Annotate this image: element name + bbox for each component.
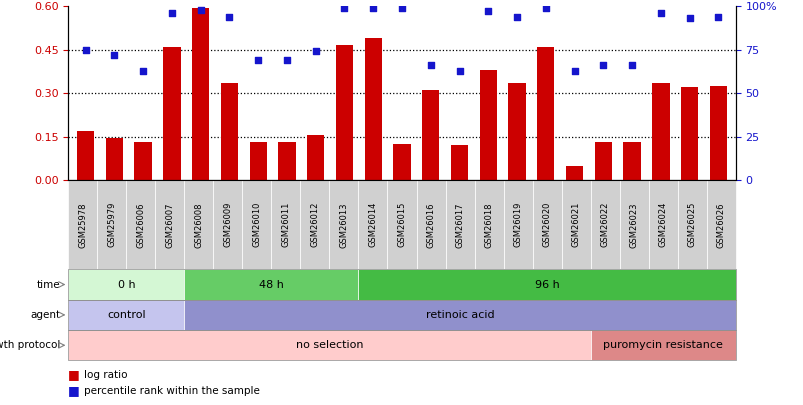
Point <box>280 57 293 63</box>
Point <box>222 13 235 20</box>
Text: GSM26020: GSM26020 <box>542 202 551 247</box>
Text: GSM26014: GSM26014 <box>368 202 377 247</box>
Bar <box>680 87 697 180</box>
Text: GSM26013: GSM26013 <box>339 202 348 247</box>
Text: GSM26016: GSM26016 <box>426 202 435 247</box>
Bar <box>364 38 381 180</box>
Bar <box>192 8 209 180</box>
Bar <box>163 47 181 180</box>
Point <box>79 46 92 53</box>
Text: GSM26009: GSM26009 <box>223 202 232 247</box>
Text: GSM26018: GSM26018 <box>484 202 493 247</box>
Point <box>481 8 494 15</box>
Bar <box>422 90 439 180</box>
Text: control: control <box>107 310 145 320</box>
Point <box>510 13 523 20</box>
Bar <box>594 143 611 180</box>
Point <box>395 4 408 11</box>
Text: 96 h: 96 h <box>534 279 559 290</box>
Text: retinoic acid: retinoic acid <box>425 310 494 320</box>
Text: puromycin resistance: puromycin resistance <box>602 340 722 350</box>
Point <box>453 67 466 74</box>
Point <box>366 4 379 11</box>
Text: time: time <box>37 279 60 290</box>
Text: GSM26011: GSM26011 <box>281 202 290 247</box>
Bar <box>622 143 640 180</box>
Bar <box>507 83 525 180</box>
Point <box>309 48 322 55</box>
Point <box>683 15 695 21</box>
Bar <box>77 131 94 180</box>
Text: GSM26021: GSM26021 <box>571 202 580 247</box>
Text: 0 h: 0 h <box>117 279 135 290</box>
Point <box>539 4 552 11</box>
Text: ■: ■ <box>68 368 80 381</box>
Text: agent: agent <box>31 310 60 320</box>
Point <box>424 62 437 68</box>
Text: GSM26010: GSM26010 <box>252 202 261 247</box>
Bar <box>106 138 123 180</box>
Bar <box>565 166 582 180</box>
Text: GSM26025: GSM26025 <box>687 202 695 247</box>
Bar <box>709 86 726 180</box>
Bar <box>278 143 296 180</box>
Bar <box>134 143 152 180</box>
Text: GSM26015: GSM26015 <box>397 202 406 247</box>
Point <box>165 10 178 16</box>
Text: 48 h: 48 h <box>259 279 283 290</box>
Point <box>711 13 724 20</box>
Bar <box>393 144 410 180</box>
Text: growth protocol: growth protocol <box>0 340 60 350</box>
Bar <box>536 47 554 180</box>
Text: no selection: no selection <box>296 340 363 350</box>
Point <box>337 4 350 11</box>
Bar <box>651 83 669 180</box>
Text: ■: ■ <box>68 384 80 397</box>
Text: GSM26007: GSM26007 <box>165 202 174 247</box>
Text: GSM26023: GSM26023 <box>629 202 638 247</box>
Point <box>596 62 609 68</box>
Bar <box>479 70 496 180</box>
Text: GSM26026: GSM26026 <box>715 202 725 247</box>
Text: percentile rank within the sample: percentile rank within the sample <box>84 386 260 396</box>
Text: GSM26017: GSM26017 <box>455 202 464 247</box>
Point <box>251 57 264 63</box>
Text: GSM26012: GSM26012 <box>310 202 319 247</box>
Text: GSM25979: GSM25979 <box>108 202 116 247</box>
Text: GSM26008: GSM26008 <box>194 202 203 247</box>
Bar <box>450 145 467 180</box>
Point <box>194 6 207 13</box>
Text: GSM25978: GSM25978 <box>78 202 88 247</box>
Point <box>568 67 581 74</box>
Point <box>137 67 149 74</box>
Bar <box>307 135 324 180</box>
Text: GSM26006: GSM26006 <box>137 202 145 247</box>
Text: GSM26022: GSM26022 <box>600 202 609 247</box>
Text: log ratio: log ratio <box>84 370 128 379</box>
Bar <box>221 83 238 180</box>
Point <box>108 51 120 58</box>
Point <box>625 62 638 68</box>
Bar <box>249 143 267 180</box>
Bar <box>336 45 353 180</box>
Text: GSM26024: GSM26024 <box>658 202 666 247</box>
Point <box>654 10 666 16</box>
Text: GSM26019: GSM26019 <box>513 202 522 247</box>
